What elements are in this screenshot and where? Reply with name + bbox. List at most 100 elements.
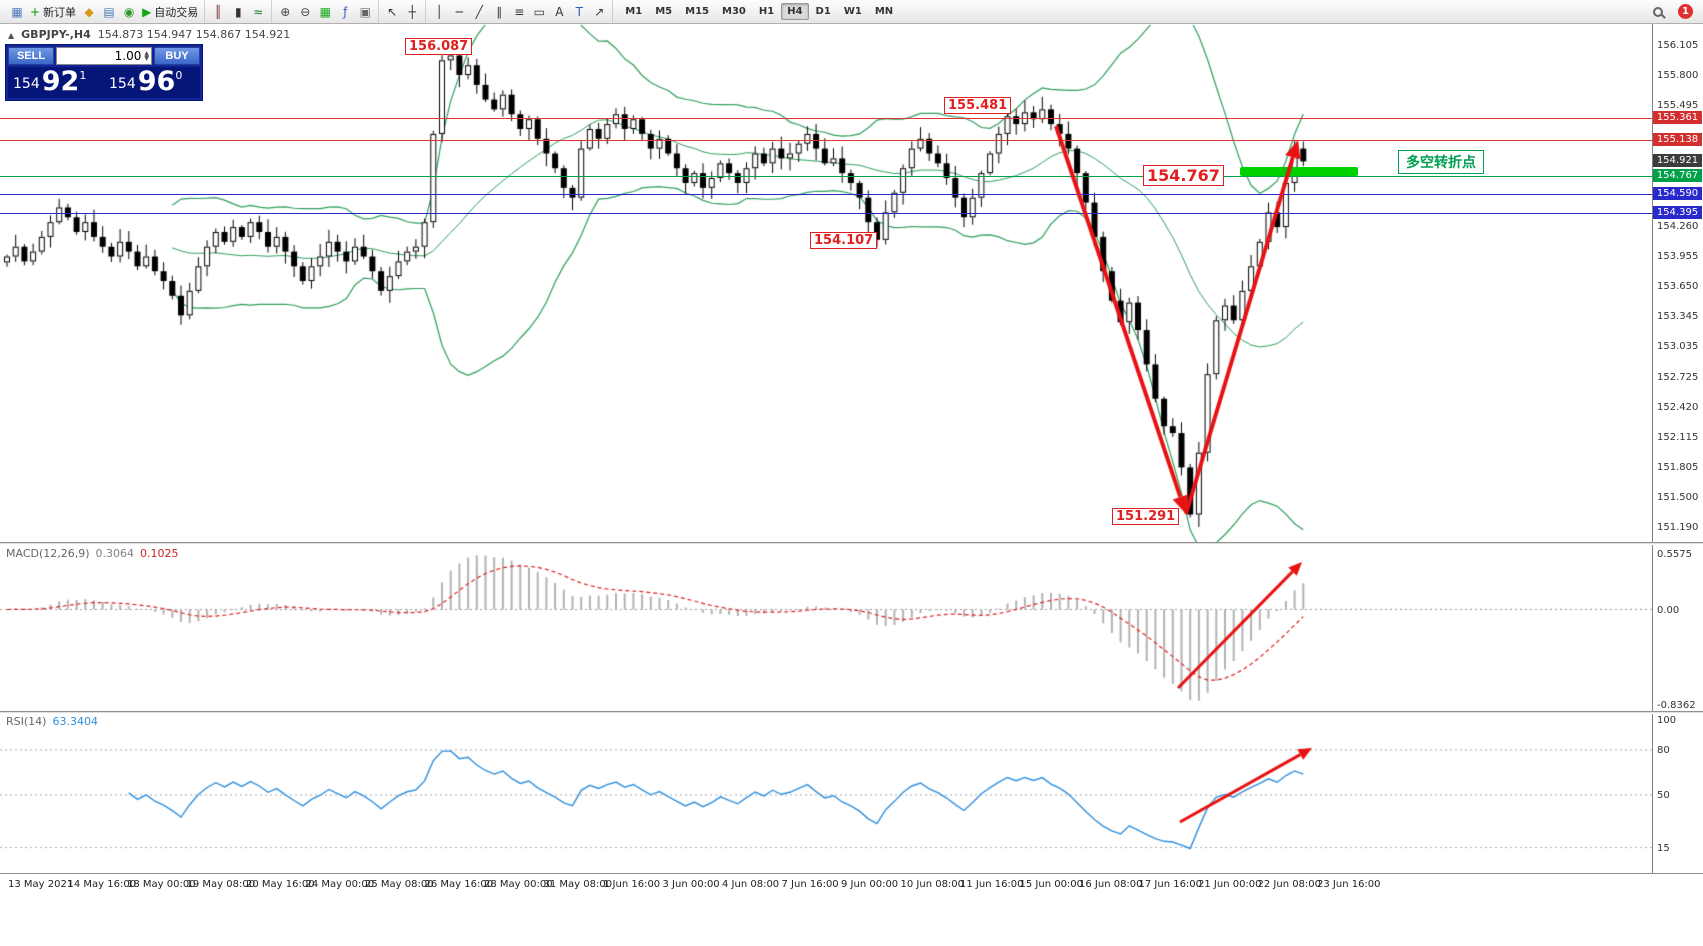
bar-chart-button[interactable]: ║ <box>208 2 228 22</box>
price-axis-tick: 152.725 <box>1657 371 1699 383</box>
time-axis-label: 31 May 08:00 <box>543 879 613 890</box>
timeframe-mn-button[interactable]: MN <box>874 6 894 17</box>
macd-axis-zero: 0.00 <box>1657 604 1680 616</box>
file-group: ▦ + 新订单 ◆ ▤ ◉ ▶ 自动交易 <box>4 0 206 23</box>
autotrading-button[interactable]: ▶ 自动交易 <box>139 2 201 22</box>
timeframe-h1-button[interactable]: H1 <box>758 6 775 17</box>
trendline-button[interactable]: ╱ <box>469 2 489 22</box>
price-axis-tick: 155.800 <box>1657 70 1699 82</box>
textA-icon: A <box>555 4 564 19</box>
sell-price-sup: 1 <box>79 69 87 82</box>
rsi-axis-tick: 15 <box>1657 842 1670 854</box>
fibo-icon: ≡ <box>514 4 525 19</box>
shapes-button[interactable]: ▭ <box>529 2 549 22</box>
timeframe-d1-button[interactable]: D1 <box>815 6 831 17</box>
cursor-button[interactable]: ↖ <box>382 2 402 22</box>
turning-point-note[interactable]: 多空转折点 <box>1398 150 1484 174</box>
cross-icon: ┼ <box>408 4 416 19</box>
time-axis-label: 7 Jun 16:00 <box>781 879 839 890</box>
text-label-button[interactable]: T <box>569 2 589 22</box>
price-annotation-label[interactable]: 151.291 <box>1112 508 1180 526</box>
notification-badge[interactable]: 1 <box>1678 4 1693 19</box>
horizontal-line-object[interactable] <box>0 212 1652 214</box>
time-axis-label: 22 Jun 08:00 <box>1257 879 1322 890</box>
timeframe-m1-button[interactable]: M1 <box>625 6 643 17</box>
arrows-button[interactable]: ↗ <box>589 2 609 22</box>
tile-windows-button[interactable]: ▦ <box>315 2 335 22</box>
price-annotation-label[interactable]: 156.087 <box>405 37 473 55</box>
price-annotation-label[interactable]: 155.481 <box>944 97 1012 115</box>
search-icon <box>1653 6 1663 17</box>
rsi-axis-tick: 100 <box>1657 715 1677 726</box>
new-order-button-label: 新订单 <box>43 5 77 19</box>
chart-mode-group: ║ ▮ ≈ <box>205 0 273 23</box>
sell-price[interactable]: 154 92 1 <box>8 67 104 98</box>
price-axis-tick: 153.035 <box>1657 341 1699 353</box>
buy-button[interactable]: BUY <box>154 47 200 65</box>
horizontal-line-object[interactable] <box>0 139 1652 141</box>
timeframe-m30-button[interactable]: M30 <box>722 6 746 17</box>
volume-down-icon[interactable]: ▼ <box>144 55 149 62</box>
buy-price[interactable]: 154 96 0 <box>104 67 200 98</box>
price-axis-tick: 152.115 <box>1657 431 1699 443</box>
macd-signal-value: 0.1025 <box>140 547 179 560</box>
indicators-button[interactable]: ƒ <box>335 2 355 22</box>
text-button[interactable]: A <box>549 2 569 22</box>
timeframe-w1-button[interactable]: W1 <box>843 6 862 17</box>
navigator-button[interactable]: ◉ <box>119 2 139 22</box>
timeframe-h4-button[interactable]: H4 <box>781 3 809 20</box>
time-axis[interactable]: 13 May 2021 14 May 16:00 18 May 00:00 19 Ma… <box>0 873 1703 895</box>
macd-panel-separator[interactable] <box>0 542 1703 545</box>
price-axis-tick: 154.260 <box>1657 221 1699 233</box>
zoom-group: ⊕ ⊖ ▦ ƒ ▣ <box>272 0 380 23</box>
time-axis-label: 19 May 08:00 <box>186 879 256 890</box>
horizontal-line-object[interactable] <box>0 193 1652 195</box>
price-axis-line-label: 155.138 <box>1653 132 1702 146</box>
zoom-out-button[interactable]: ⊖ <box>295 2 315 22</box>
price-axis-tick: 151.190 <box>1657 522 1699 534</box>
timeframe-m5-button[interactable]: M5 <box>655 6 673 17</box>
chart-collapse-icon[interactable]: ▲ <box>8 31 15 40</box>
horizontal-line-button[interactable]: ─ <box>449 2 469 22</box>
thick-green-level-bar[interactable] <box>1240 166 1358 176</box>
price-annotation-label[interactable]: 154.767 <box>1143 165 1224 187</box>
arrow-icon: ↗ <box>594 4 605 19</box>
shape-icon: ▭ <box>533 4 545 19</box>
chart-ohlc: 154.873 154.947 154.867 154.921 <box>97 28 291 41</box>
buy-price-big: 96 <box>137 66 176 97</box>
zoom-in-button[interactable]: ⊕ <box>275 2 295 22</box>
time-axis-label: 13 May 2021 <box>8 879 74 890</box>
toolbar-groups: ▦ + 新订单 ◆ ▤ ◉ ▶ 自动交易 ║ ▮ ≈ ⊕ ⊖ ▦ ƒ ▣ ↖ ┼ │ ─ ╱ ∥ ≡ ▭ A T ↗ <box>4 0 614 23</box>
candlestick-chart-button[interactable]: ▮ <box>228 2 248 22</box>
timeframe-m15-button[interactable]: M15 <box>685 6 710 17</box>
play-icon: ▶ <box>142 4 152 19</box>
new-order-button[interactable]: + 新订单 <box>27 2 79 22</box>
vertical-line-button[interactable]: │ <box>429 2 449 22</box>
line-chart-button[interactable]: ≈ <box>248 2 268 22</box>
volume-input[interactable]: 1.00 ▲ ▼ <box>56 47 152 65</box>
sell-button[interactable]: SELL <box>8 47 54 65</box>
chart-icon: ▦ <box>11 4 23 19</box>
one-click-trading-panel: SELL 1.00 ▲ ▼ BUY 154 92 1 154 96 0 <box>5 44 203 101</box>
price-annotation-label[interactable]: 154.107 <box>810 232 878 250</box>
zoomout-icon: ⊖ <box>300 4 311 19</box>
fibonacci-button[interactable]: ≡ <box>509 2 529 22</box>
line-icon: ≈ <box>253 4 264 19</box>
templates-button[interactable]: ▣ <box>355 2 375 22</box>
rsi-panel-separator[interactable] <box>0 711 1703 714</box>
horizontal-line-object[interactable] <box>0 118 1652 120</box>
macd-name: MACD(12,26,9) <box>6 547 90 560</box>
market-watch-button[interactable]: ◆ <box>79 2 99 22</box>
time-axis-label: 17 Jun 16:00 <box>1138 879 1203 890</box>
trend-icon: ╱ <box>475 4 483 19</box>
search-button[interactable] <box>1648 2 1668 22</box>
time-axis-label: 24 May 00:00 <box>305 879 375 890</box>
channel-button[interactable]: ∥ <box>489 2 509 22</box>
time-axis-label: 18 May 00:00 <box>127 879 196 890</box>
rsi-indicator-label: RSI(14) 63.3404 <box>6 715 98 728</box>
horizontal-line-object[interactable] <box>0 176 1652 178</box>
data-window-button[interactable]: ▤ <box>99 2 119 22</box>
new-chart-button[interactable]: ▦ <box>7 2 27 22</box>
crosshair-button[interactable]: ┼ <box>402 2 422 22</box>
rsi-axis-tick: 50 <box>1657 790 1670 801</box>
